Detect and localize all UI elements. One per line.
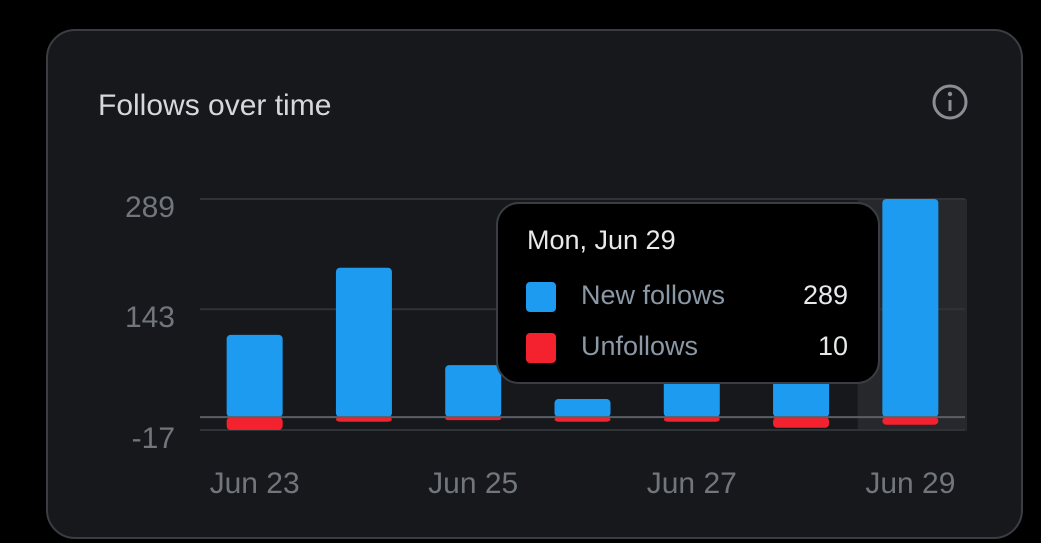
- x-tick-label: Jun 25: [428, 467, 518, 500]
- bar: [445, 365, 502, 418]
- x-tick-label: Jun 27: [647, 467, 737, 500]
- bar: [226, 417, 283, 430]
- bar: [773, 417, 830, 428]
- y-tick-label: -17: [132, 422, 175, 455]
- x-tick-label: Jun 23: [210, 467, 300, 500]
- bar: [663, 417, 720, 422]
- info-icon[interactable]: [932, 84, 968, 120]
- info-dot[interactable]: [947, 91, 953, 97]
- tooltip-label: New follows: [581, 280, 725, 310]
- bar: [335, 267, 392, 418]
- y-tick-label: 289: [125, 191, 175, 224]
- bar: [882, 199, 939, 418]
- plot: -17 143 289 Jun 23 Jun 25 Jun 27 Jun 29 Mon, Ju…: [125, 191, 967, 500]
- y-tick-label: 143: [125, 301, 175, 334]
- tooltip-label: Unfollows: [581, 331, 698, 361]
- bar: [554, 417, 611, 422]
- tooltip-title: Mon, Jun 29: [527, 225, 676, 255]
- bar: [882, 417, 939, 425]
- info-circle[interactable]: [932, 84, 968, 120]
- chart-title: Follows over time: [98, 89, 331, 122]
- bar: [554, 399, 611, 418]
- tooltip-box: [496, 202, 880, 384]
- bar: [226, 334, 283, 418]
- tooltip: Mon, Jun 29 New follows 289 Unfollows 10: [496, 202, 880, 384]
- tooltip-value: 289: [803, 280, 848, 310]
- tooltip-swatch: [526, 333, 556, 363]
- tooltip-swatch: [526, 282, 556, 312]
- tooltip-value: 10: [818, 331, 848, 361]
- bar: [335, 417, 392, 422]
- x-tick-label: Jun 29: [865, 467, 955, 500]
